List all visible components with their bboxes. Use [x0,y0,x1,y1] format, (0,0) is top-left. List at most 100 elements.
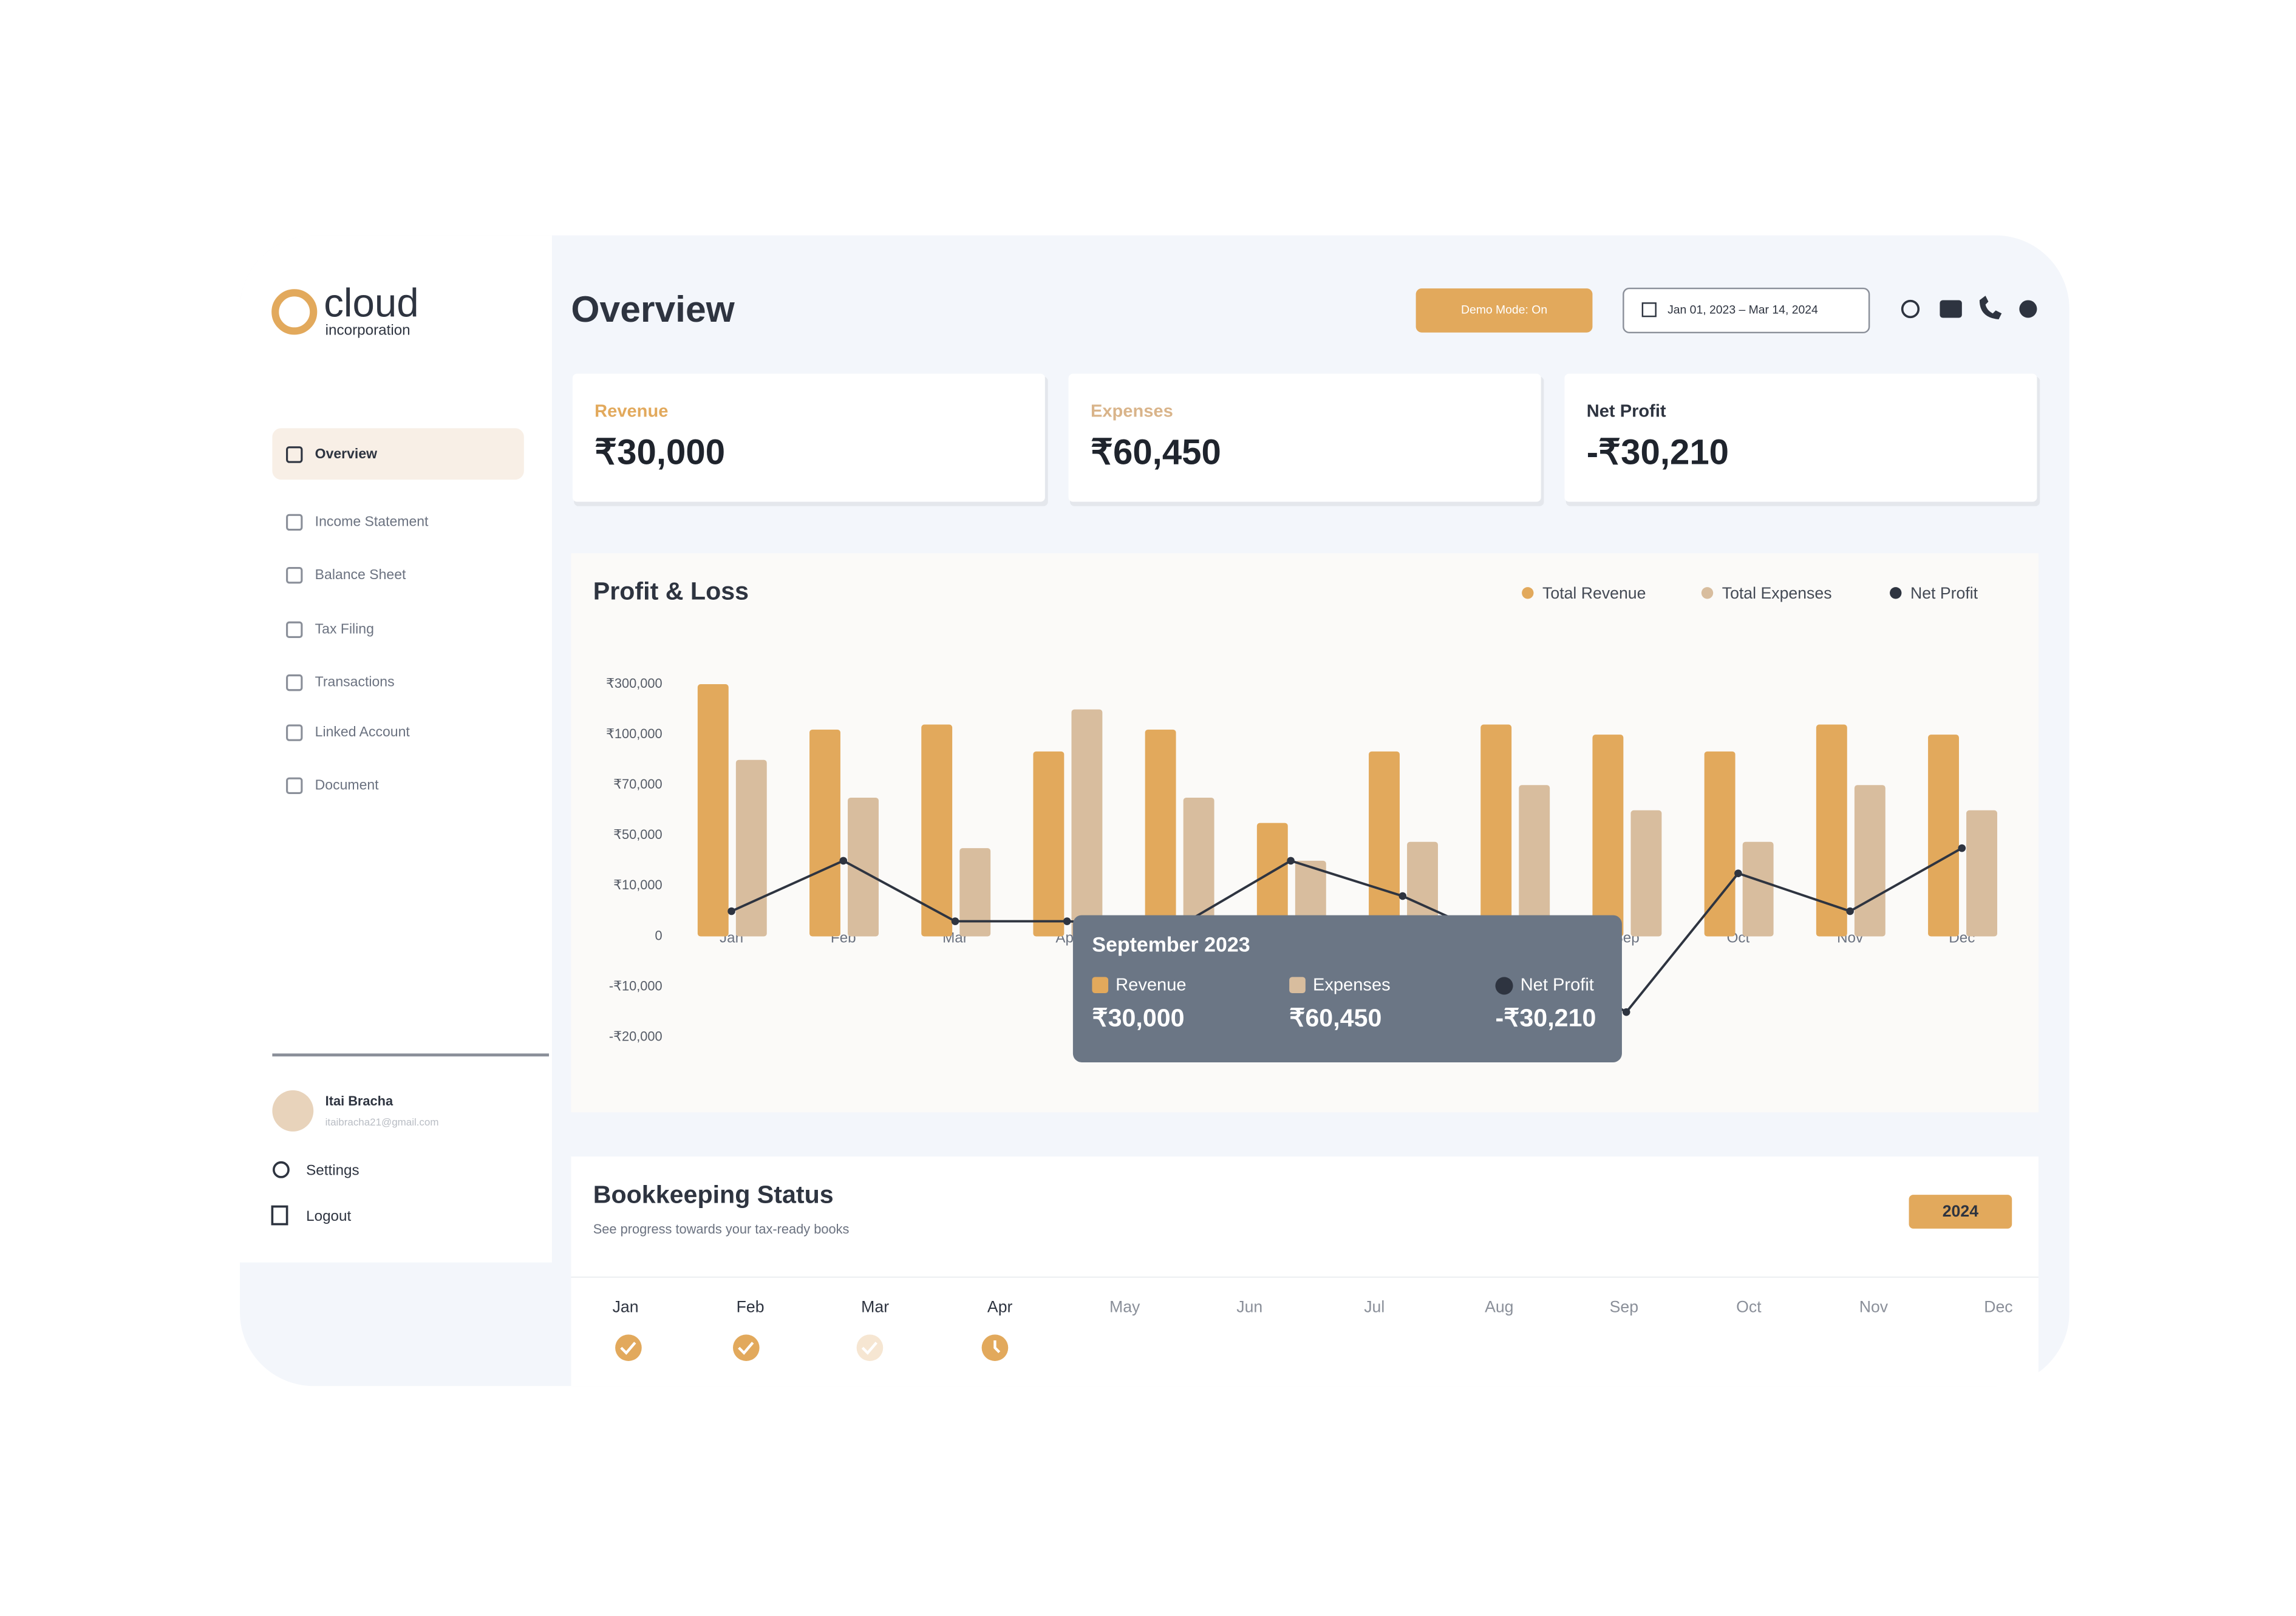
y-tick-label: 0 [655,928,663,943]
bar [1407,841,1438,937]
date-range: Jan 01, 2023 – Mar 14, 2024 [1667,304,1818,317]
bar [1480,724,1512,937]
nav-item[interactable]: Balance Sheet [315,566,406,582]
month-label: Jan [613,1298,639,1316]
page-title: Overview [571,288,735,330]
search-icon[interactable] [1901,299,1920,319]
legend-label: Net Profit [1910,584,1978,602]
nav-item[interactable]: Linked Account [315,724,410,739]
user-email: itaibracha21@gmail.com [325,1116,439,1128]
settings-link[interactable]: Settings [306,1163,359,1179]
y-tick-label: ₹50,000 [613,827,663,842]
card [1068,373,1541,502]
legend-swatch [1701,587,1714,599]
settings-icon [272,1161,290,1178]
y-tick-label: ₹70,000 [613,776,663,792]
bookkeeping-panel [571,1156,2039,1387]
nav-active[interactable] [272,428,524,480]
bar [1928,735,1959,937]
nav-icon [286,674,303,691]
card-value: ₹60,450 [1091,432,1221,472]
logout-icon [271,1205,288,1226]
net-profit-point [727,907,735,915]
year-button[interactable] [1909,1195,2012,1229]
nav: Overview Income Statement Balance Sheet Tax… [286,446,429,794]
status-done [615,1334,642,1361]
month-label: Apr [987,1298,1013,1316]
date-picker[interactable] [1623,287,1870,333]
brand-name: cloud [324,280,418,325]
calendar-icon [1641,302,1657,317]
nav-item[interactable]: Overview [315,446,377,461]
card-label: Expenses [1091,401,1173,421]
demo-button[interactable] [1415,288,1593,333]
tooltip-swatch [1289,977,1306,994]
phone-icon[interactable] [1979,296,2002,319]
month-label: Feb [737,1298,765,1316]
nav-icon [286,621,303,639]
month-label: Mar [861,1298,889,1316]
bar [1816,724,1847,937]
logout-link[interactable]: Logout [306,1208,351,1224]
bar [1145,729,1176,937]
month-label: Jul [1364,1298,1385,1316]
net-profit-point [1958,844,1966,852]
card-label: Revenue [594,401,668,421]
nav-icon [286,514,303,531]
sidebar [240,235,552,1263]
bar [1369,751,1400,937]
net-profit-point [1063,917,1071,925]
y-tick-label: -₹10,000 [609,978,663,993]
nav-item[interactable]: Income Statement [315,514,429,529]
month-label: Aug [1485,1298,1513,1316]
bookkeeping-subtitle: See progress towards your tax-ready book… [593,1221,850,1237]
card [1564,373,2037,502]
y-tick-label: ₹300,000 [606,676,663,691]
status-partial [856,1334,884,1361]
y-tick-label: -₹20,000 [609,1029,663,1044]
card-label: Net Profit [1587,401,1666,421]
tooltip: September 2023 Revenue ₹30,000 Expenses … [1072,915,1622,1062]
bar [1183,798,1214,937]
bar [959,848,991,937]
bar [809,729,840,937]
net-profit-point [1287,857,1295,865]
nav-icon [286,446,303,463]
bookkeeping-title: Bookkeeping Status [593,1180,834,1208]
demo-label: Demo Mode: On [1461,304,1547,317]
bar [1256,823,1288,937]
month-label: Sep [1610,1298,1638,1316]
gear-icon[interactable] [2019,300,2037,318]
net-profit-point [839,857,848,865]
net-profit-point [1846,907,1854,915]
y-tick-label: ₹10,000 [613,877,663,892]
month-label: May [1109,1298,1140,1316]
bar [1966,810,1997,937]
net-profit-line [731,847,1963,1014]
chat-icon[interactable] [1940,300,1962,318]
cards: Revenue ₹30,000 Expenses ₹60,450 Net Profit -… [572,373,2040,506]
legend-swatch [1890,587,1902,599]
month-label: Nov [1859,1298,1889,1316]
user-name: Itai Bracha [325,1093,393,1108]
nav-icon [286,724,303,741]
bar [735,759,767,937]
tooltip-swatch [1495,977,1513,995]
bar [1742,841,1774,937]
bar [1519,785,1550,937]
net-profit-point [1734,869,1742,877]
tooltip-label: Expenses [1313,976,1391,995]
bar [1592,735,1624,937]
y-tick-label: ₹100,000 [606,726,663,741]
year-label: 2024 [1943,1202,1978,1220]
month-label: Jun [1236,1298,1262,1316]
month-label: Oct [1736,1298,1762,1316]
card [572,373,1045,502]
clock-hands [993,1340,1001,1353]
nav-item[interactable]: Tax Filing [315,620,374,636]
nav-item[interactable]: Document [315,776,380,792]
nav-item[interactable]: Transactions [315,674,395,690]
bar [921,724,953,937]
bar [1033,751,1065,937]
